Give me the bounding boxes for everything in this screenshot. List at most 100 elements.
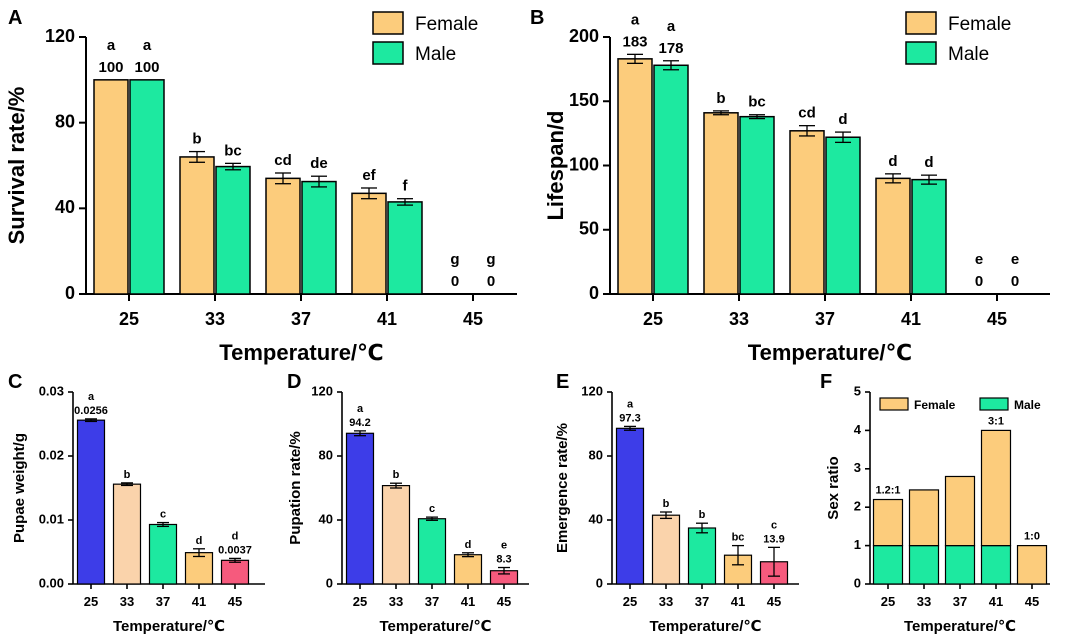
x-tick-label: 25: [643, 309, 663, 329]
significance-letter: e: [975, 251, 983, 268]
bar-female-45: [1016, 544, 1048, 585]
legend-label-male: Male: [415, 44, 456, 65]
x-tick-label: 41: [731, 594, 745, 609]
x-tick-label: 25: [353, 594, 367, 609]
x-axis-title: Temperature/℃: [748, 340, 912, 365]
y-tick-label: 120: [311, 383, 333, 398]
y-tick-label: 0: [65, 283, 75, 303]
x-tick-label: 33: [389, 594, 403, 609]
bar-female-37: [265, 177, 301, 295]
x-tick-label: 25: [881, 594, 895, 609]
significance-letter: g: [450, 251, 459, 268]
x-tick-label: 45: [767, 594, 781, 609]
significance-letter: a: [627, 398, 634, 410]
y-tick-label: 0.03: [39, 383, 64, 398]
x-tick-label: 41: [461, 594, 475, 609]
legend-swatch-female: [372, 11, 404, 35]
significance-letter: cd: [274, 152, 292, 169]
significance-letter: d: [888, 153, 897, 170]
significance-letter: d: [196, 535, 203, 547]
significance-letter: a: [357, 403, 364, 415]
x-tick-label: 25: [119, 309, 139, 329]
value-label: 0: [1011, 273, 1019, 290]
panel-letter: E: [556, 371, 569, 393]
ratio-label: 1:0: [1024, 531, 1040, 543]
bar-female-25: [93, 79, 129, 295]
bar-25: [345, 432, 375, 585]
y-tick-label: 200: [569, 26, 599, 46]
value-label: 100: [98, 59, 123, 76]
bar-female-41: [980, 429, 1012, 547]
ratio-label: 3:1: [988, 415, 1004, 427]
bar-37: [417, 518, 447, 585]
y-tick-label: 50: [579, 219, 599, 239]
significance-letter: b: [192, 131, 201, 148]
y-tick-label: 0.01: [39, 511, 64, 526]
x-axis-title: Temperature/℃: [649, 618, 761, 635]
y-tick-label: 40: [589, 511, 603, 526]
significance-letter: d: [924, 154, 933, 171]
legend-swatch-female: [879, 397, 909, 411]
bar-female-25: [617, 58, 653, 295]
bar-male-33: [739, 115, 775, 295]
significance-letter: c: [160, 509, 166, 521]
significance-letter: cd: [798, 105, 816, 122]
y-tick-label: 1: [854, 537, 861, 552]
legend-label-male: Male: [1014, 398, 1041, 412]
panel-letter: A: [8, 7, 22, 29]
bar-female-33: [179, 156, 215, 295]
significance-letter: de: [310, 155, 328, 172]
x-tick-label: 45: [1025, 594, 1039, 609]
significance-letter: b: [663, 498, 670, 510]
panel-a: A 0 40 80 120 25 33 37 41 45 Temperature/℃ Survival…: [4, 7, 517, 365]
x-tick-label: 33: [729, 309, 749, 329]
value-label: 8.3: [496, 554, 511, 566]
bar-male-25: [129, 79, 165, 295]
panel-letter: C: [8, 371, 22, 393]
bar-male-41: [980, 544, 1012, 585]
value-label: 94.2: [349, 417, 370, 429]
x-tick-label: 37: [156, 594, 170, 609]
bar-25: [76, 419, 106, 585]
y-tick-label: 120: [581, 383, 603, 398]
x-tick-label: 37: [425, 594, 439, 609]
x-tick-label: 41: [377, 309, 397, 329]
x-tick-label: 25: [623, 594, 637, 609]
x-tick-label: 41: [192, 594, 206, 609]
bar-41: [184, 552, 214, 585]
bar-male-41: [911, 178, 947, 295]
y-tick-label: 80: [319, 447, 333, 462]
bar-37: [687, 527, 717, 585]
significance-letter: b: [716, 90, 725, 107]
value-label: 178: [658, 40, 683, 57]
bar-male-37: [825, 136, 861, 295]
significance-letter: a: [667, 18, 676, 35]
significance-letter: d: [232, 530, 239, 542]
significance-letter: c: [429, 503, 435, 515]
significance-letter: a: [88, 391, 95, 403]
y-tick-label: 0: [589, 283, 599, 303]
value-label: 0.0037: [218, 544, 252, 556]
panel-c: C 0.00 0.01 0.02 0.03 25 33 37 41 45Temperature/℃…: [8, 371, 265, 635]
x-tick-label: 45: [987, 309, 1007, 329]
legend-label-female: Female: [948, 14, 1011, 35]
significance-letter: b: [124, 469, 131, 481]
significance-letter: b: [699, 509, 706, 521]
significance-letter: a: [143, 37, 152, 54]
x-tick-label: 37: [953, 594, 967, 609]
y-axis-title: Emergence rate/%: [554, 423, 571, 553]
y-axis-title: Sex ratio: [825, 456, 842, 519]
y-tick-label: 120: [45, 26, 75, 46]
bar-female-37: [944, 475, 976, 547]
significance-letter: c: [771, 519, 777, 531]
ratio-label: 1.2:1: [875, 485, 900, 497]
y-tick-label: 40: [319, 511, 333, 526]
y-tick-label: 4: [854, 422, 862, 437]
y-axis-title: Pupation rate/%: [287, 431, 304, 544]
bar-male-41: [387, 201, 423, 295]
significance-letter: e: [501, 540, 507, 552]
y-tick-label: 0: [854, 575, 861, 590]
x-tick-label: 41: [989, 594, 1003, 609]
bar-33: [651, 514, 681, 585]
x-tick-label: 45: [497, 594, 511, 609]
